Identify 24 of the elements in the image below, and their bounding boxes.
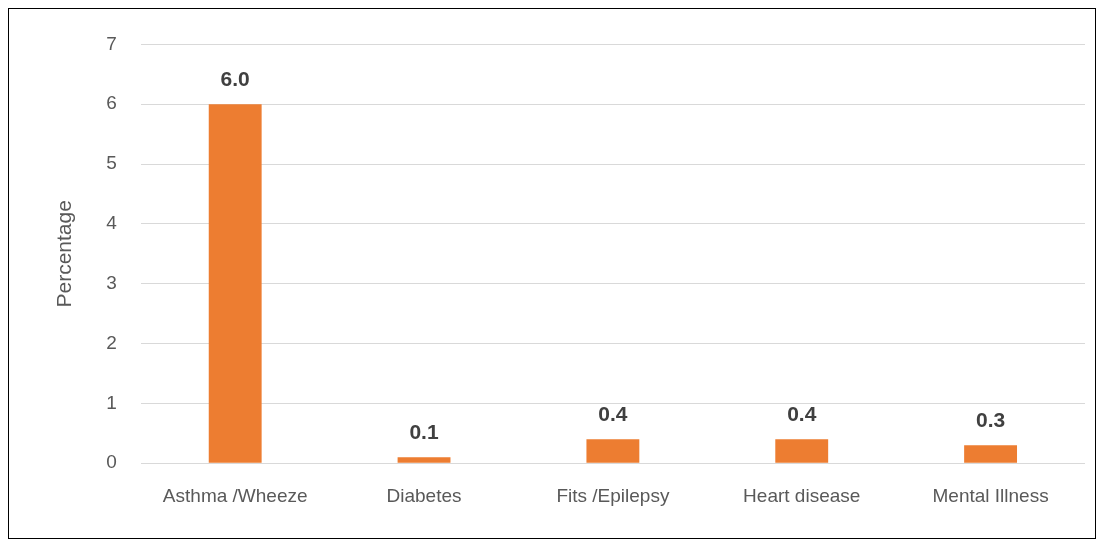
data-label: 6.0 xyxy=(220,66,250,90)
x-tick-label: Asthma /Wheeze xyxy=(162,484,308,506)
x-tick-label: Mental Illness xyxy=(932,484,1049,506)
y-axis-title: Percentage xyxy=(52,200,76,308)
bar xyxy=(586,439,640,463)
bar xyxy=(775,439,829,463)
x-tick-label: Fits /Epilepsy xyxy=(556,484,670,506)
y-tick-label: 1 xyxy=(106,391,117,413)
bar xyxy=(397,457,451,463)
y-tick-label: 7 xyxy=(106,32,117,54)
bar xyxy=(964,445,1018,463)
y-tick-label: 0 xyxy=(106,451,117,473)
data-label: 0.4 xyxy=(598,401,628,425)
bar xyxy=(208,104,262,463)
y-tick-label: 5 xyxy=(106,152,117,174)
x-tick-label: Heart disease xyxy=(743,484,861,506)
x-tick-label: Diabetes xyxy=(386,484,462,506)
y-tick-label: 4 xyxy=(106,212,118,234)
data-label: 0.1 xyxy=(409,419,439,443)
y-tick-label: 3 xyxy=(106,271,117,293)
y-tick-label: 2 xyxy=(106,331,117,353)
data-label: 0.3 xyxy=(975,407,1006,431)
data-label: 0.4 xyxy=(787,401,817,425)
y-tick-label: 6 xyxy=(106,92,117,114)
